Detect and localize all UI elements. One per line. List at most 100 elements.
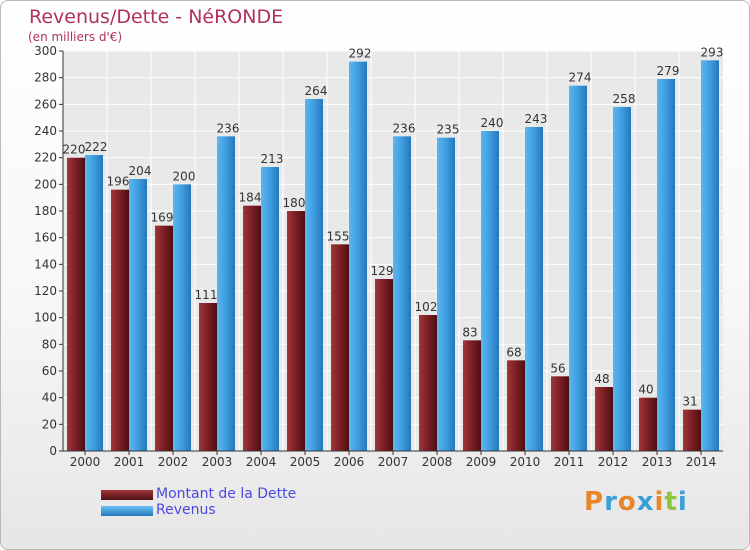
data-label: 222 <box>85 140 108 154</box>
bar-revenus <box>481 131 499 451</box>
y-tick-label: 0 <box>49 444 57 458</box>
logo-letter: P <box>584 487 605 517</box>
y-tick-label: 220 <box>34 151 57 165</box>
data-label: 220 <box>63 143 86 157</box>
x-tick-label: 2006 <box>334 455 365 469</box>
bar-dette <box>287 211 305 451</box>
y-tick-label: 200 <box>34 177 57 191</box>
bar-revenus <box>613 107 631 451</box>
logo-letter: o <box>617 487 637 517</box>
logo-letter: t <box>664 487 678 517</box>
x-tick-label: 2014 <box>686 455 717 469</box>
y-tick-label: 280 <box>34 71 57 85</box>
legend-swatch-revenus <box>101 506 153 516</box>
y-tick-label: 160 <box>34 231 57 245</box>
data-label: 279 <box>657 64 680 78</box>
bar-dette <box>595 387 613 451</box>
logo-letter: r <box>604 487 618 517</box>
chart-title: Revenus/Dette - NéRONDE <box>29 6 284 28</box>
y-tick-label: 260 <box>34 97 57 111</box>
legend-label-dette: Montant de la Dette <box>156 486 297 502</box>
bar-dette <box>683 409 701 451</box>
data-label: 48 <box>594 372 609 386</box>
axes: 0 20 40 60 80 100 120 140 160 180 200 220 240 260 280 3… <box>34 44 723 469</box>
bar-revenus <box>569 85 587 452</box>
y-tick-label: 40 <box>42 391 57 405</box>
bar-revenus <box>85 155 103 451</box>
bar-dette <box>551 376 569 451</box>
data-label: 235 <box>437 123 460 137</box>
bar-dette <box>375 279 393 451</box>
bar-revenus <box>657 79 675 451</box>
data-label: 68 <box>506 345 521 359</box>
data-label: 264 <box>305 84 328 98</box>
bar-revenus <box>437 137 455 451</box>
legend-label-revenus: Revenus <box>156 502 216 518</box>
x-tick-label: 2008 <box>422 455 453 469</box>
bar-dette <box>639 397 657 451</box>
data-label: 83 <box>462 325 477 339</box>
y-tick-label: 100 <box>34 311 57 325</box>
y-tick-label: 140 <box>34 257 57 271</box>
bar-dette <box>463 340 481 451</box>
data-label: 56 <box>550 361 565 375</box>
x-tick-label: 2011 <box>554 455 585 469</box>
y-tick-label: 120 <box>34 284 57 298</box>
bar-revenus <box>701 60 719 451</box>
data-label: 258 <box>613 92 636 106</box>
y-tick-label: 80 <box>42 337 57 351</box>
x-tick-label: 2000 <box>70 455 101 469</box>
bar-revenus <box>129 179 147 451</box>
bar-revenus <box>525 127 543 451</box>
x-tick-label: 2013 <box>642 455 673 469</box>
bar-dette <box>111 189 129 451</box>
bar-dette <box>155 225 173 451</box>
bar-revenus <box>393 136 411 452</box>
legend-swatch-dette <box>101 490 153 500</box>
data-label: 155 <box>327 229 350 243</box>
bar-dette <box>199 303 217 451</box>
data-label: 204 <box>129 164 152 178</box>
bar-dette <box>507 360 525 451</box>
x-tick-label: 2002 <box>158 455 189 469</box>
bar-dette <box>419 315 437 451</box>
logo-letter: x <box>636 487 655 517</box>
bar-dette <box>331 244 349 451</box>
data-label: 184 <box>239 191 262 205</box>
bar-revenus <box>217 136 235 452</box>
y-tick-label: 60 <box>42 364 57 378</box>
data-label: 31 <box>682 395 697 409</box>
x-tick-label: 2010 <box>510 455 541 469</box>
bar-revenus <box>173 184 191 452</box>
proxiti-logo: Proxiti <box>584 487 688 517</box>
data-label: 111 <box>195 288 218 302</box>
x-tick-label: 2001 <box>114 455 145 469</box>
data-label: 293 <box>701 45 724 59</box>
chart-subtitle: (en milliers d'€) <box>28 30 123 44</box>
bar-revenus <box>305 99 323 451</box>
y-tick-label: 20 <box>42 417 57 431</box>
logo-letter: i <box>677 487 688 517</box>
data-label: 40 <box>638 383 653 397</box>
bar-revenus <box>261 167 279 451</box>
data-label: 180 <box>283 196 306 210</box>
x-tick-label: 2004 <box>246 455 277 469</box>
bars <box>67 60 719 452</box>
x-tick-label: 2009 <box>466 455 497 469</box>
bar-revenus <box>349 61 367 452</box>
bar-dette <box>243 205 261 451</box>
data-label: 240 <box>481 116 504 130</box>
data-label: 243 <box>525 112 548 126</box>
y-tick-label: 300 <box>34 44 57 58</box>
data-label: 274 <box>569 71 592 85</box>
data-label: 196 <box>107 175 130 189</box>
data-label: 292 <box>349 47 372 61</box>
data-label: 129 <box>371 264 394 278</box>
x-tick-label: 2005 <box>290 455 321 469</box>
data-label: 236 <box>393 121 416 135</box>
data-label: 213 <box>261 152 284 166</box>
logo-letter: i <box>654 487 665 517</box>
